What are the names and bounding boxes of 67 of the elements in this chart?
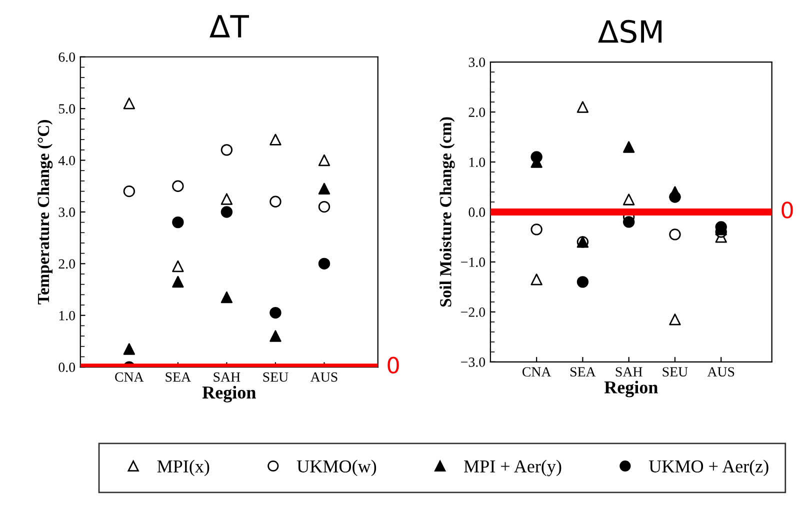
point <box>220 206 233 218</box>
point <box>270 306 282 319</box>
point <box>123 98 136 110</box>
point <box>172 180 184 192</box>
point <box>172 216 184 228</box>
y-axis-title: Soil Moisture Change (cm) <box>440 117 455 307</box>
y-tick-label: 2.0 <box>58 259 76 269</box>
legend-label: MPI(x) <box>157 460 210 476</box>
y-tick-label: 1.0 <box>59 310 76 320</box>
chart-title: ΔT <box>210 15 250 38</box>
x-tick-label: SAH <box>616 367 642 377</box>
point <box>576 101 589 113</box>
point <box>576 276 589 288</box>
x-tick-label: AUS <box>310 372 338 382</box>
y-tick-label: 3.0 <box>58 208 76 217</box>
x-tick-label: SEU <box>662 367 688 377</box>
y-tick-label: 2.0 <box>468 108 486 118</box>
point <box>669 228 681 240</box>
point <box>220 291 233 304</box>
point <box>270 134 282 146</box>
point <box>318 258 330 270</box>
y-tick-label: −3.0 <box>461 357 486 367</box>
x-tick-label: CNA <box>115 372 144 382</box>
y-tick-label: 1.0 <box>469 158 486 168</box>
x-axis-title: Region <box>604 380 658 398</box>
point <box>220 144 233 156</box>
ref-line-label: 0 <box>388 356 399 374</box>
y-tick-label: 3.0 <box>468 58 486 68</box>
ref-line-label: 0 <box>782 202 793 218</box>
legend-label: UKMO + Aer(z) <box>649 460 768 476</box>
y-tick-label: −1.0 <box>461 258 486 267</box>
point <box>270 330 282 342</box>
point <box>715 221 727 233</box>
x-tick-label: SEU <box>263 372 288 382</box>
point <box>123 343 136 355</box>
point <box>123 185 136 198</box>
y-tick-label: 0.0 <box>58 362 76 372</box>
point <box>622 141 635 153</box>
y-tick-label: −2.0 <box>461 308 486 317</box>
point <box>220 193 233 205</box>
chart-title: ΔSM <box>598 20 662 44</box>
point <box>318 154 330 166</box>
y-axis-title: Temperature Change (°C) <box>37 120 53 304</box>
y-tick-label: 0.0 <box>468 208 486 217</box>
point <box>270 196 282 208</box>
point <box>530 151 542 163</box>
x-tick-label: SEA <box>570 367 596 377</box>
x-tick-label: SAH <box>214 372 240 382</box>
point <box>318 200 330 213</box>
y-tick-label: 4.0 <box>58 156 76 166</box>
y-tick-label: 6.0 <box>58 52 76 62</box>
point <box>172 276 184 288</box>
legend-label: MPI + Aer(y) <box>464 460 562 476</box>
x-tick-label: AUS <box>707 367 734 377</box>
x-tick-label: SEA <box>166 372 191 382</box>
point <box>318 182 330 195</box>
point <box>172 260 184 272</box>
point <box>669 191 681 203</box>
legend-label: UKMO(w) <box>297 460 376 476</box>
x-axis-title: Region <box>202 386 256 402</box>
x-tick-label: CNA <box>522 367 552 377</box>
y-tick-label: 5.0 <box>58 104 76 114</box>
point <box>622 216 635 228</box>
point <box>622 194 635 206</box>
point <box>669 314 681 326</box>
point <box>530 224 542 236</box>
point <box>530 274 542 286</box>
